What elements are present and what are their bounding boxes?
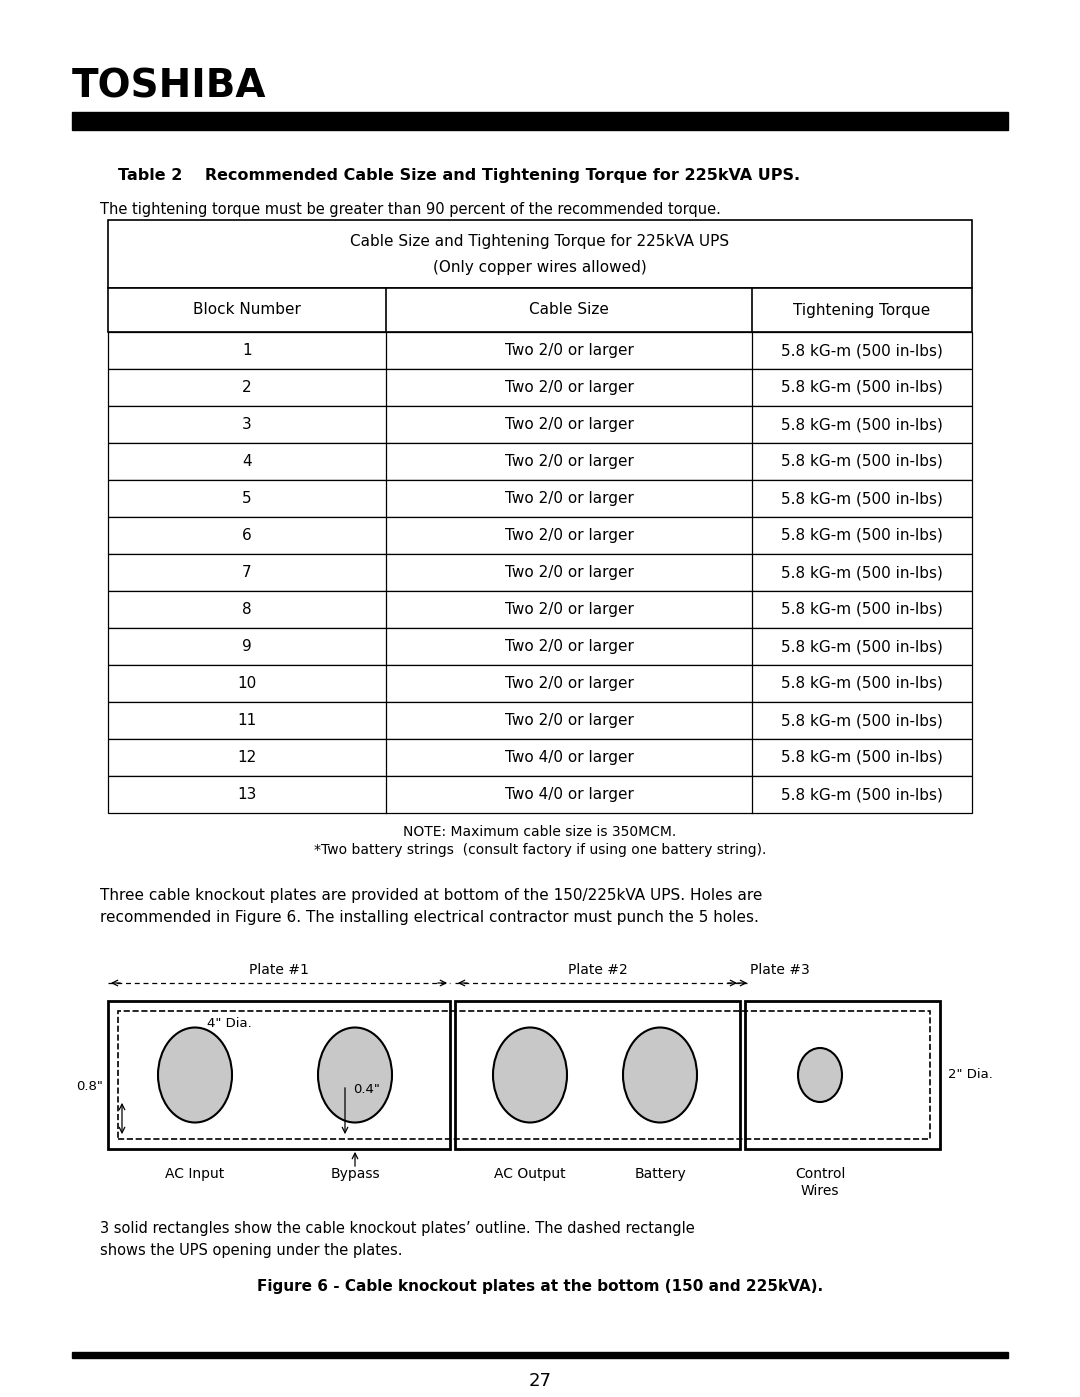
Text: Control
Wires: Control Wires — [795, 1166, 846, 1199]
Text: recommended in Figure 6. The installing electrical contractor must punch the 5 h: recommended in Figure 6. The installing … — [100, 909, 759, 925]
Text: Two 2/0 or larger: Two 2/0 or larger — [504, 564, 634, 580]
Bar — [72, 1352, 1008, 1358]
Text: Plate #1: Plate #1 — [249, 963, 309, 977]
Text: 3 solid rectangles show the cable knockout plates’ outline. The dashed rectangle: 3 solid rectangles show the cable knocko… — [100, 1221, 694, 1236]
Text: 4" Dia.: 4" Dia. — [207, 1017, 252, 1030]
Bar — [108, 407, 972, 443]
Text: Two 2/0 or larger: Two 2/0 or larger — [504, 490, 634, 506]
Bar — [108, 739, 972, 775]
Bar — [108, 517, 972, 555]
Bar — [108, 629, 972, 665]
Text: 5.8 kG-m (500 in-lbs): 5.8 kG-m (500 in-lbs) — [781, 676, 943, 692]
Text: 5.8 kG-m (500 in-lbs): 5.8 kG-m (500 in-lbs) — [781, 750, 943, 766]
Text: Cable Size: Cable Size — [529, 303, 609, 317]
Text: 2: 2 — [242, 380, 252, 395]
Text: 11: 11 — [238, 712, 257, 728]
Text: 10: 10 — [238, 676, 257, 692]
Ellipse shape — [623, 1028, 697, 1123]
Bar — [108, 481, 972, 517]
Text: 6: 6 — [242, 528, 252, 543]
Text: *Two battery strings  (consult factory if using one battery string).: *Two battery strings (consult factory if… — [314, 842, 766, 856]
Text: Battery: Battery — [634, 1166, 686, 1180]
Text: Two 2/0 or larger: Two 2/0 or larger — [504, 380, 634, 395]
Text: 2" Dia.: 2" Dia. — [948, 1069, 993, 1081]
Text: Two 2/0 or larger: Two 2/0 or larger — [504, 454, 634, 469]
Bar — [108, 219, 972, 288]
Text: (Only copper wires allowed): (Only copper wires allowed) — [433, 260, 647, 275]
Text: Two 2/0 or larger: Two 2/0 or larger — [504, 344, 634, 358]
Text: 4: 4 — [242, 454, 252, 469]
Text: Three cable knockout plates are provided at bottom of the 150/225kVA UPS. Holes : Three cable knockout plates are provided… — [100, 888, 762, 902]
Text: Tightening Torque: Tightening Torque — [794, 303, 931, 317]
Text: Bypass: Bypass — [330, 1166, 380, 1180]
Text: 12: 12 — [238, 750, 257, 766]
Text: 8: 8 — [242, 602, 252, 617]
Text: NOTE: Maximum cable size is 350MCM.: NOTE: Maximum cable size is 350MCM. — [403, 826, 677, 840]
Text: AC Input: AC Input — [165, 1166, 225, 1180]
Text: 3: 3 — [242, 416, 252, 432]
Bar — [108, 288, 972, 332]
Text: 5: 5 — [242, 490, 252, 506]
Bar — [108, 665, 972, 703]
Text: Cable Size and Tightening Torque for 225kVA UPS: Cable Size and Tightening Torque for 225… — [350, 235, 730, 249]
Bar — [745, 1002, 940, 1148]
Bar — [108, 332, 972, 369]
Text: Two 2/0 or larger: Two 2/0 or larger — [504, 416, 634, 432]
Text: 13: 13 — [238, 787, 257, 802]
Bar — [108, 555, 972, 591]
Text: 0.8": 0.8" — [76, 1080, 103, 1094]
Text: Figure 6 - Cable knockout plates at the bottom (150 and 225kVA).: Figure 6 - Cable knockout plates at the … — [257, 1280, 823, 1294]
Text: 5.8 kG-m (500 in-lbs): 5.8 kG-m (500 in-lbs) — [781, 344, 943, 358]
Bar — [108, 369, 972, 407]
Ellipse shape — [318, 1028, 392, 1123]
Text: Plate #2: Plate #2 — [568, 963, 627, 977]
Text: 5.8 kG-m (500 in-lbs): 5.8 kG-m (500 in-lbs) — [781, 454, 943, 469]
Bar — [455, 1002, 740, 1148]
Text: shows the UPS opening under the plates.: shows the UPS opening under the plates. — [100, 1243, 403, 1259]
Text: 5.8 kG-m (500 in-lbs): 5.8 kG-m (500 in-lbs) — [781, 602, 943, 617]
Text: 9: 9 — [242, 638, 252, 654]
Text: Two 4/0 or larger: Two 4/0 or larger — [504, 750, 634, 766]
Text: 1: 1 — [242, 344, 252, 358]
Text: 5.8 kG-m (500 in-lbs): 5.8 kG-m (500 in-lbs) — [781, 564, 943, 580]
Bar — [108, 443, 972, 481]
Ellipse shape — [798, 1048, 842, 1102]
Text: Two 2/0 or larger: Two 2/0 or larger — [504, 712, 634, 728]
Text: TOSHIBA: TOSHIBA — [72, 68, 267, 106]
Text: 27: 27 — [528, 1372, 552, 1390]
Text: AC Output: AC Output — [495, 1166, 566, 1180]
Text: Plate #3: Plate #3 — [750, 963, 810, 977]
Text: Block Number: Block Number — [193, 303, 301, 317]
Text: Two 4/0 or larger: Two 4/0 or larger — [504, 787, 634, 802]
Text: 5.8 kG-m (500 in-lbs): 5.8 kG-m (500 in-lbs) — [781, 787, 943, 802]
Bar — [118, 1011, 930, 1139]
Text: 7: 7 — [242, 564, 252, 580]
Bar — [108, 591, 972, 629]
Text: The tightening torque must be greater than 90 percent of the recommended torque.: The tightening torque must be greater th… — [100, 203, 720, 217]
Text: 5.8 kG-m (500 in-lbs): 5.8 kG-m (500 in-lbs) — [781, 416, 943, 432]
Text: Table 2    Recommended Cable Size and Tightening Torque for 225kVA UPS.: Table 2 Recommended Cable Size and Tight… — [118, 168, 800, 183]
Text: Two 2/0 or larger: Two 2/0 or larger — [504, 638, 634, 654]
Text: 5.8 kG-m (500 in-lbs): 5.8 kG-m (500 in-lbs) — [781, 490, 943, 506]
Text: 5.8 kG-m (500 in-lbs): 5.8 kG-m (500 in-lbs) — [781, 712, 943, 728]
Ellipse shape — [158, 1028, 232, 1123]
Text: Two 2/0 or larger: Two 2/0 or larger — [504, 528, 634, 543]
Text: Two 2/0 or larger: Two 2/0 or larger — [504, 602, 634, 617]
Text: 0.4": 0.4" — [353, 1083, 380, 1097]
Text: 5.8 kG-m (500 in-lbs): 5.8 kG-m (500 in-lbs) — [781, 380, 943, 395]
Text: Two 2/0 or larger: Two 2/0 or larger — [504, 676, 634, 692]
Bar — [72, 112, 1008, 130]
Ellipse shape — [492, 1028, 567, 1123]
Bar — [108, 1002, 450, 1148]
Bar — [108, 703, 972, 739]
Text: 5.8 kG-m (500 in-lbs): 5.8 kG-m (500 in-lbs) — [781, 528, 943, 543]
Bar — [108, 775, 972, 813]
Text: 5.8 kG-m (500 in-lbs): 5.8 kG-m (500 in-lbs) — [781, 638, 943, 654]
